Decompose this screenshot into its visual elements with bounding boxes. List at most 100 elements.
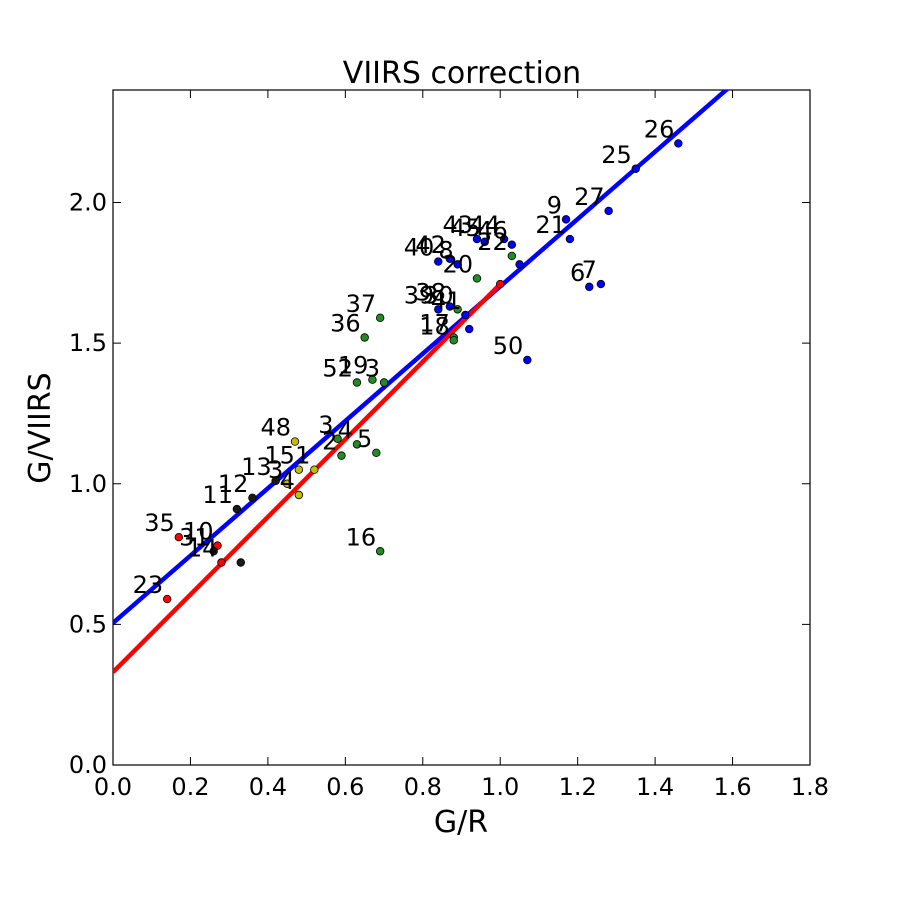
data-point — [445, 254, 455, 263]
data-point — [209, 547, 218, 556]
point-label: 4 — [338, 416, 353, 444]
point-label: 21 — [535, 211, 566, 239]
data-point — [499, 234, 509, 244]
point-label: 14 — [187, 535, 218, 563]
point-label: 27 — [574, 183, 605, 211]
data-point — [434, 305, 443, 314]
data-point — [163, 594, 172, 604]
point-label: 19 — [338, 352, 369, 380]
fit-line-blue — [113, 90, 730, 625]
point-label: 31 — [179, 523, 210, 551]
y-tick-label: 1.5 — [69, 329, 107, 357]
data-point — [217, 558, 226, 567]
data-point — [561, 215, 571, 224]
data-point — [333, 434, 342, 443]
data-point — [352, 440, 362, 449]
data-point — [174, 532, 184, 542]
point-label: 25 — [601, 141, 632, 169]
data-point — [674, 139, 683, 148]
x-tick-label: 0.8 — [404, 773, 442, 801]
point-label: 3 — [365, 355, 380, 383]
data-point — [480, 237, 489, 247]
data-points — [163, 139, 683, 604]
x-tick-label: 1.4 — [636, 773, 674, 801]
data-point — [565, 234, 575, 244]
data-point — [232, 504, 242, 514]
x-tick-label: 1.8 — [791, 773, 829, 801]
data-point — [283, 479, 292, 488]
data-point — [248, 493, 257, 503]
point-label: 8 — [438, 236, 453, 264]
x-tick-label: 1.2 — [559, 773, 597, 801]
data-point — [337, 451, 346, 460]
point-label: 46 — [477, 217, 508, 245]
data-point — [515, 260, 524, 269]
x-tick-label: 1.6 — [713, 773, 751, 801]
data-point — [604, 206, 613, 216]
point-label: 22 — [477, 228, 508, 256]
point-label: 16 — [346, 523, 377, 551]
plot-area — [112, 89, 811, 766]
data-point — [379, 378, 389, 387]
point-label: 2 — [322, 428, 337, 456]
point-label: 3 — [268, 456, 283, 484]
point-label: 23 — [133, 571, 164, 599]
data-point — [434, 257, 443, 266]
data-point — [453, 260, 462, 269]
data-point — [507, 251, 517, 261]
data-point — [236, 558, 245, 567]
data-point — [368, 375, 377, 384]
point-label: 20 — [442, 250, 473, 278]
x-tick-label: 0.2 — [171, 773, 209, 801]
data-point — [294, 465, 304, 474]
data-point — [496, 279, 505, 289]
data-point — [507, 240, 517, 249]
point-label: 41 — [431, 287, 462, 315]
x-tick-label: 0.6 — [326, 773, 364, 801]
y-tick-label: 0.0 — [69, 751, 107, 779]
point-label: 37 — [346, 290, 377, 318]
point-label: 3 — [318, 411, 333, 439]
data-point — [375, 313, 385, 323]
point-label: 38 — [415, 279, 446, 307]
x-axis-label: G/R — [434, 805, 488, 840]
point-label: 7 — [582, 256, 597, 284]
point-label: 43 — [442, 211, 473, 239]
point-label: 36 — [330, 310, 361, 338]
point-label: 30 — [423, 281, 454, 309]
point-label: 6 — [570, 259, 585, 287]
x-tick-label: 1.0 — [481, 773, 519, 801]
point-label: 44 — [470, 211, 501, 239]
data-point — [372, 448, 381, 458]
point-label: 4 — [280, 467, 295, 495]
point-label: 9 — [547, 191, 562, 219]
data-point — [596, 279, 606, 289]
point-label: 35 — [144, 509, 175, 537]
data-point — [375, 547, 385, 556]
point-label: 45 — [450, 214, 481, 242]
y-tick-label: 0.5 — [69, 610, 107, 638]
data-point — [294, 490, 304, 500]
point-label: 17 — [419, 310, 450, 338]
point-label: 40 — [404, 234, 435, 262]
point-label: 10 — [183, 518, 214, 546]
y-tick-label: 1.0 — [69, 470, 107, 498]
data-point — [472, 274, 482, 283]
point-label: 1 — [295, 442, 310, 470]
data-point — [290, 437, 300, 446]
point-label: 26 — [644, 115, 675, 143]
point-label: 12 — [218, 470, 249, 498]
data-point — [352, 378, 362, 387]
data-point — [271, 476, 280, 486]
data-point — [445, 302, 455, 311]
y-axis-ticks: 0.0 0.5 1.0 1.5 2.0 — [69, 189, 810, 779]
point-label: 5 — [357, 425, 372, 453]
y-axis-label: G/VIIRS — [23, 372, 58, 483]
point-label: 50 — [493, 332, 524, 360]
point-label: 39 — [404, 281, 435, 309]
data-point — [585, 282, 594, 292]
data-point — [465, 324, 474, 334]
fit-lines — [113, 90, 730, 674]
